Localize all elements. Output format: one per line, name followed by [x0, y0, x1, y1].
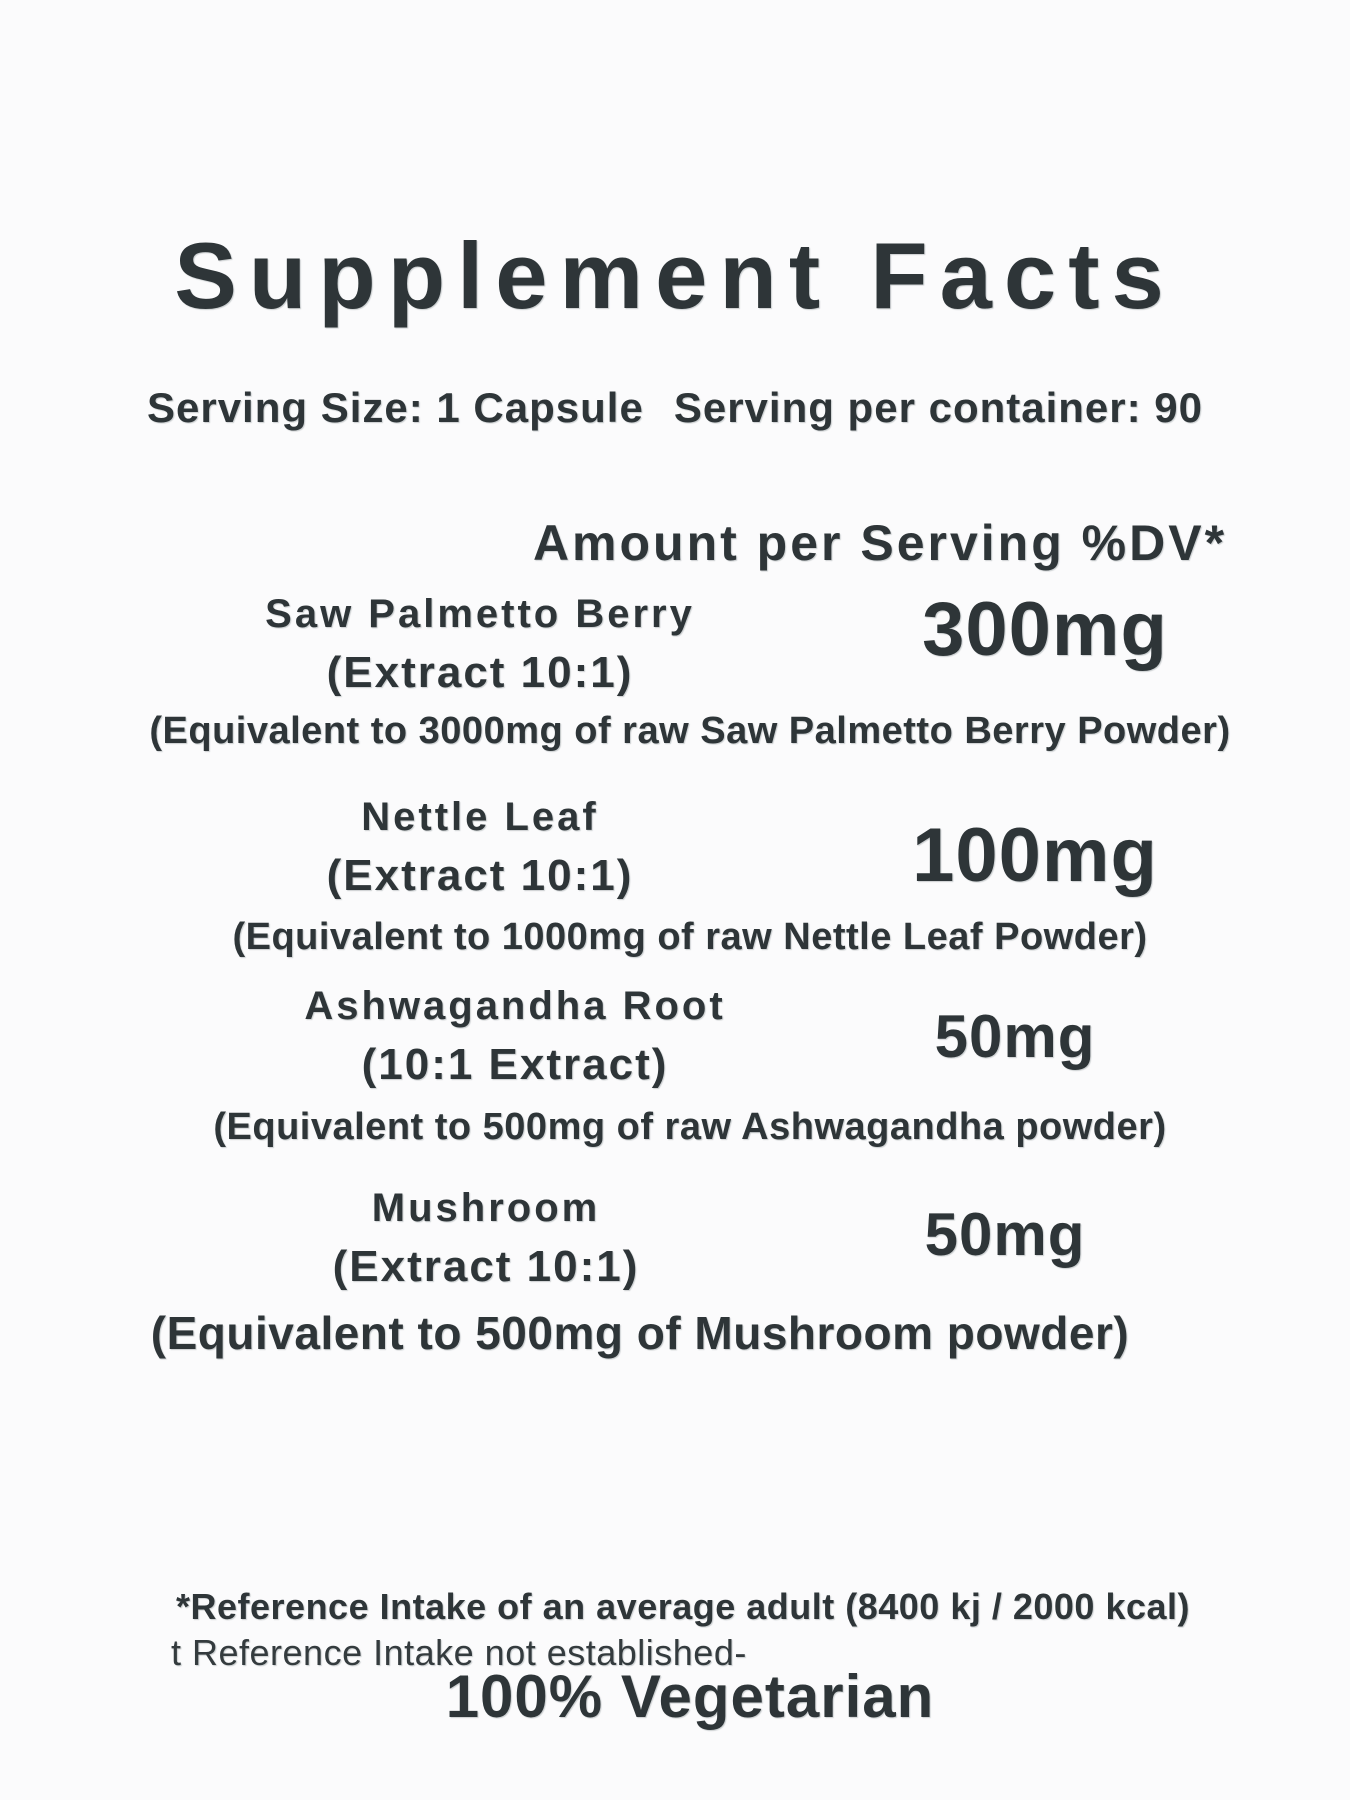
servings-per-container: Serving per container: 90 [673, 384, 1203, 431]
ingredient-amount: 100mg [912, 813, 1158, 898]
ingredient-extract-ratio: (Extract 10:1) [332, 1242, 640, 1291]
page-title: Supplement Facts [174, 223, 1176, 328]
ingredient-equivalent-note: (Equivalent to 500mg of Mushroom powder) [150, 1307, 1130, 1359]
ingredient-name: Nettle Leaf [361, 795, 599, 839]
ingredient-equivalent-note: (Equivalent to 3000mg of raw Saw Palmett… [149, 710, 1231, 752]
ingredient-equivalent-note: (Equivalent to 500mg of raw Ashwagandha … [213, 1106, 1167, 1148]
ingredient-extract-ratio: (Extract 10:1) [326, 648, 634, 697]
ingredient-amount: 50mg [934, 1003, 1096, 1070]
ingredient-equivalent-note: (Equivalent to 1000mg of raw Nettle Leaf… [232, 916, 1148, 958]
ingredient-extract-ratio: (10:1 Extract) [361, 1040, 669, 1089]
ingredient-name: Saw Palmetto Berry [265, 592, 695, 636]
ingredient-amount: 50mg [924, 1201, 1086, 1268]
vegetarian-claim: 100% Vegetarian [445, 1663, 935, 1730]
reference-intake-footnote: *Reference Intake of an average adult (8… [176, 1586, 1190, 1627]
ingredient-extract-ratio: (Extract 10:1) [326, 851, 634, 900]
amount-per-serving-header: Amount per Serving %DV* [532, 515, 1228, 571]
ingredient-amount: 300mg [922, 587, 1168, 672]
ingredient-name: Ashwagandha Root [304, 984, 726, 1028]
ingredient-name: Mushroom [371, 1186, 601, 1230]
serving-info-row: Serving Size: 1 Capsule Serving per cont… [0, 384, 1350, 432]
not-established-footnote: t Reference Intake not established- [171, 1632, 747, 1673]
serving-size: Serving Size: 1 Capsule [146, 384, 644, 431]
